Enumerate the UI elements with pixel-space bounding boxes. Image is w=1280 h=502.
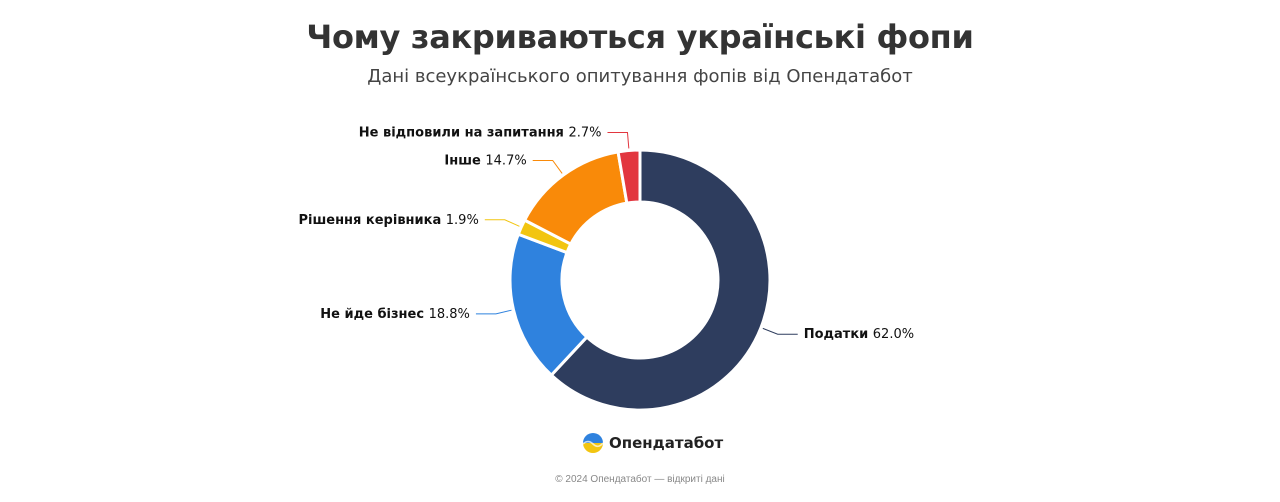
slice-label-1: Не йде бізнес 18.8% xyxy=(320,307,470,322)
leader-line-2 xyxy=(484,219,520,227)
slice-label-3: Інше 14.7% xyxy=(444,153,526,168)
slice-label-value-0: 62.0% xyxy=(873,327,914,342)
slice-label-4: Не відповили на запитання 2.7% xyxy=(359,126,602,141)
brand: Опендатабот xyxy=(582,432,723,454)
leader-line-4 xyxy=(607,132,630,149)
slice-label-0: Податки 62.0% xyxy=(804,327,914,342)
slice-labels: Податки 62.0% Не йде бізнес 18.8% Рішення … xyxy=(298,126,914,343)
label-leader-lines xyxy=(475,132,798,335)
donut-slice-0[interactable] xyxy=(549,148,772,412)
slice-label-name-4: Не відповили на запитання xyxy=(359,126,569,141)
brand-name: Опендатабот xyxy=(609,434,724,452)
slice-label-name-2: Рішення керівника xyxy=(298,213,445,228)
slice-label-value-4: 2.7% xyxy=(568,126,601,141)
slice-label-value-2: 1.9% xyxy=(446,213,479,228)
leader-line-3 xyxy=(532,159,563,174)
footer-copyright: © 2024 Опендатабот — відкриті дані xyxy=(555,474,725,485)
donut-slices xyxy=(508,148,772,412)
chart-subtitle: Дані всеукраїнського опитування фопів ві… xyxy=(367,66,913,87)
leader-line-0 xyxy=(762,327,798,335)
slice-label-name-1: Не йде бізнес xyxy=(320,307,428,322)
slice-label-name-0: Податки xyxy=(804,327,873,342)
slice-label-2: Рішення керівника 1.9% xyxy=(298,213,478,228)
chart-title: Чому закриваються українські фопи xyxy=(306,18,974,56)
slice-label-name-3: Інше xyxy=(444,153,485,168)
opendatabot-logo-icon xyxy=(583,433,603,453)
slice-label-value-3: 14.7% xyxy=(485,153,526,168)
donut-slice-4[interactable] xyxy=(616,148,642,205)
leader-line-1 xyxy=(475,309,512,315)
slice-label-value-1: 18.8% xyxy=(429,307,470,322)
